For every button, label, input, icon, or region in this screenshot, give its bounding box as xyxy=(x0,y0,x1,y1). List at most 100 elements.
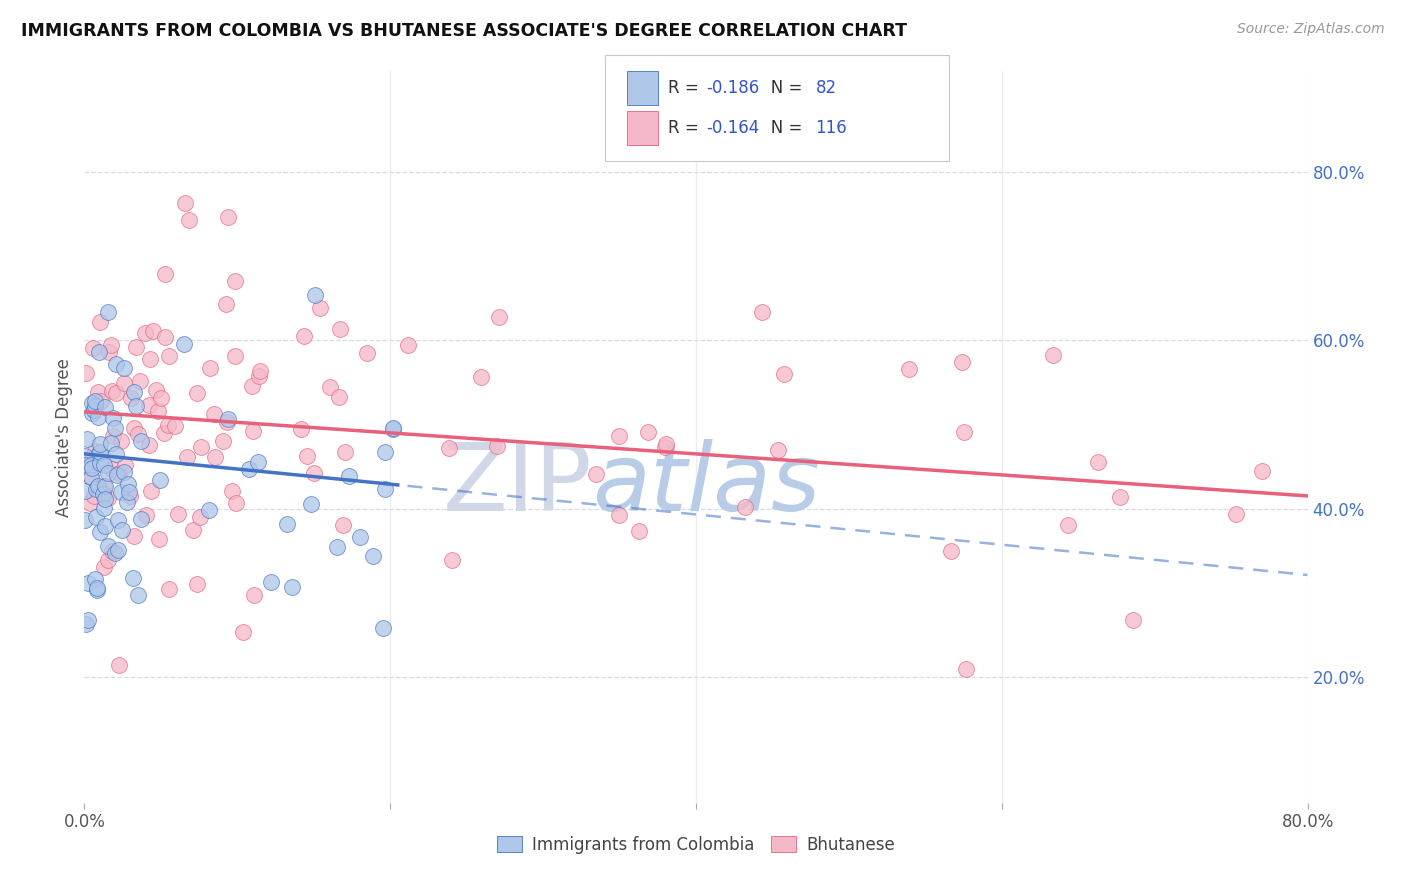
Point xyxy=(80,461,103,475)
Point xyxy=(225,495,247,509)
Point xyxy=(89,456,111,470)
Point xyxy=(97,553,120,567)
Text: N =: N = xyxy=(755,79,807,97)
Point xyxy=(1122,613,1144,627)
Point xyxy=(76,432,98,446)
Point xyxy=(86,581,108,595)
Text: atlas: atlas xyxy=(592,439,820,530)
Point xyxy=(122,385,145,400)
Point xyxy=(382,421,405,435)
Point xyxy=(93,560,115,574)
Point xyxy=(654,440,676,454)
Point xyxy=(104,546,127,560)
Point xyxy=(773,367,796,381)
Point xyxy=(86,582,108,597)
Point xyxy=(90,394,112,409)
Point xyxy=(138,438,160,452)
Point xyxy=(1251,464,1274,478)
Point xyxy=(232,624,254,639)
Text: R =: R = xyxy=(668,79,704,97)
Point xyxy=(202,407,225,421)
Point xyxy=(112,360,135,375)
Point xyxy=(87,446,110,460)
Point xyxy=(75,367,97,381)
Text: IMMIGRANTS FROM COLOMBIA VS BHUTANESE ASSOCIATE'S DEGREE CORRELATION CHART: IMMIGRANTS FROM COLOMBIA VS BHUTANESE AS… xyxy=(21,22,907,40)
Point xyxy=(93,501,115,516)
Point xyxy=(108,658,131,673)
Text: N =: N = xyxy=(755,119,807,136)
Point xyxy=(94,519,117,533)
Point xyxy=(142,324,165,338)
Text: R =: R = xyxy=(668,119,704,136)
Point xyxy=(84,443,107,458)
Point xyxy=(84,509,107,524)
Point xyxy=(259,575,281,590)
Point xyxy=(79,470,101,484)
Point xyxy=(75,458,97,473)
Point xyxy=(655,437,678,451)
Point xyxy=(304,467,326,481)
Legend: Immigrants from Colombia, Bhutanese: Immigrants from Colombia, Bhutanese xyxy=(491,829,901,860)
Point xyxy=(152,425,174,440)
Point xyxy=(101,462,124,476)
Point xyxy=(318,380,340,394)
Point xyxy=(107,542,129,557)
Point xyxy=(79,470,101,484)
Point xyxy=(145,383,167,397)
Point xyxy=(80,406,103,420)
Point xyxy=(148,532,170,546)
Point xyxy=(939,544,962,558)
Point xyxy=(308,301,330,316)
Point xyxy=(89,437,111,451)
Point xyxy=(1225,507,1247,521)
Point xyxy=(87,409,110,424)
Point xyxy=(186,386,208,401)
Point xyxy=(75,617,97,632)
Point xyxy=(766,443,789,458)
Point xyxy=(163,418,186,433)
Point xyxy=(107,513,129,527)
Point xyxy=(333,445,356,459)
Point xyxy=(148,473,170,487)
Point xyxy=(166,507,188,521)
Point xyxy=(110,434,132,449)
Point xyxy=(146,404,169,418)
Point xyxy=(84,572,107,586)
Point xyxy=(75,452,97,467)
Point xyxy=(211,434,233,449)
Point xyxy=(224,273,246,287)
Point xyxy=(89,314,111,328)
Point xyxy=(94,479,117,493)
Point xyxy=(77,575,100,590)
Point xyxy=(337,468,360,483)
Point xyxy=(108,467,131,481)
Point xyxy=(111,523,134,537)
Text: -0.186: -0.186 xyxy=(706,79,759,97)
Point xyxy=(118,489,141,503)
Point xyxy=(439,441,461,455)
Point xyxy=(122,421,145,435)
Point xyxy=(104,447,127,461)
Point xyxy=(127,588,149,602)
Point xyxy=(112,376,135,391)
Point xyxy=(117,495,139,509)
Point xyxy=(204,450,226,464)
Point xyxy=(129,512,152,526)
Point xyxy=(952,425,974,439)
Point xyxy=(396,338,419,352)
Point xyxy=(114,458,136,472)
Point xyxy=(217,210,239,224)
Point xyxy=(173,337,195,351)
Point xyxy=(329,322,352,336)
Point xyxy=(75,513,97,527)
Point xyxy=(131,434,153,449)
Point xyxy=(94,492,117,507)
Point xyxy=(240,379,263,393)
Point xyxy=(356,345,378,359)
Point xyxy=(104,421,127,435)
Point xyxy=(117,476,139,491)
Point xyxy=(628,524,651,538)
Point xyxy=(290,422,312,436)
Point xyxy=(112,465,135,479)
Text: ZIP: ZIP xyxy=(443,439,592,531)
